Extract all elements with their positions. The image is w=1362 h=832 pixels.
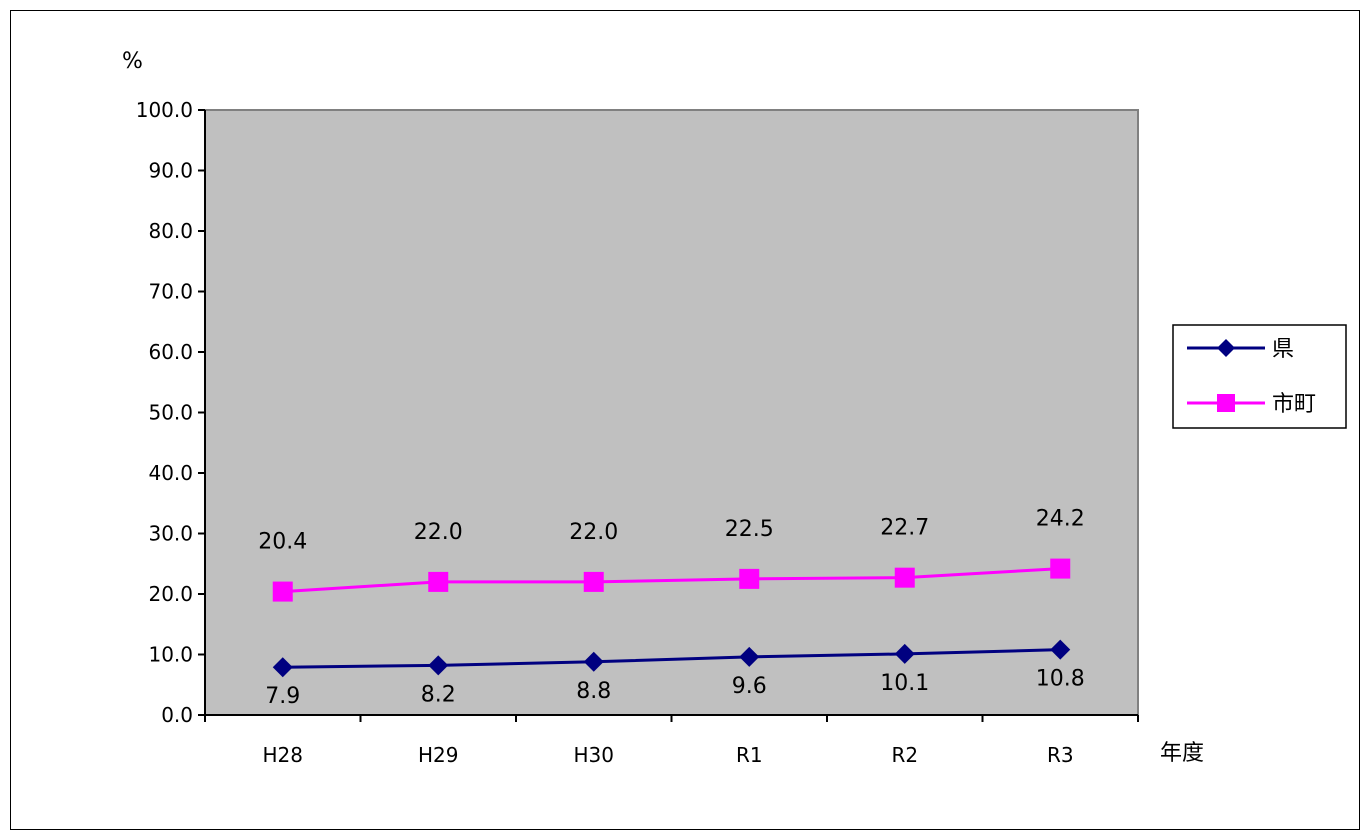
square-marker [739,568,760,589]
y-tick-label: 80.0 [148,219,193,243]
square-marker [894,567,915,588]
diamond-marker [428,655,449,676]
legend-diamond-marker [1217,339,1235,357]
x-tick-label: R3 [1047,743,1074,767]
series-line-2 [282,567,1061,594]
y-tick-labels: 0.0 10.0 20.0 30.0 40.0 50.0 60.0 70.0 80.0 90.0 1… [136,98,193,727]
data-label: 9.6 [732,674,767,699]
square-marker [1050,558,1071,579]
legend-square-marker [1217,394,1235,412]
y-tick-label: 0.0 [161,703,193,727]
y-axis-unit-label: % [122,49,143,74]
diamond-marker [1050,639,1071,660]
x-tick-labels: H28 H29 H30 R1 R2 R3 [263,743,1074,767]
legend: 県 市町 [1172,324,1347,429]
data-label: 22.5 [725,517,774,542]
data-label: 24.2 [1036,507,1085,532]
data-label: 22.7 [880,516,929,541]
data-label: 10.8 [1036,667,1085,692]
y-tick-label: 30.0 [148,522,193,546]
legend-label-series-1: 県 [1272,337,1294,362]
x-tick-label: R1 [736,743,763,767]
y-tick-label: 50.0 [148,401,193,425]
data-label: 8.2 [421,682,456,707]
data-label: 8.8 [576,679,611,704]
legend-box [1172,324,1347,429]
axes [198,109,1139,722]
legend-label-series-2: 市町 [1272,392,1316,417]
x-tick-label: H30 [574,743,615,767]
series-markers [272,558,1071,678]
x-tick-label: R2 [891,743,918,767]
diamond-marker [583,651,604,672]
square-marker [428,571,449,592]
y-tick-label: 90.0 [148,159,193,183]
y-tick-label: 40.0 [148,461,193,485]
data-labels: 7.9 8.2 8.8 9.6 10.1 10.8 20.4 22.0 22.0 22.5 22.7… [258,507,1084,710]
y-tick-label: 70.0 [148,280,193,304]
y-tick-label: 10.0 [148,643,193,667]
diamond-marker [739,646,760,667]
y-tick-label: 20.0 [148,582,193,606]
data-label: 22.0 [414,520,463,545]
plot-area [204,109,1139,716]
series-lines [282,567,1061,669]
square-marker [583,571,604,592]
x-tick-label: H28 [263,743,304,767]
diamond-marker [272,657,293,678]
square-marker [272,581,293,602]
series-line-1 [282,648,1061,669]
data-label: 22.0 [569,520,618,545]
x-tick-label: H29 [418,743,459,767]
y-tick-label: 60.0 [148,340,193,364]
data-label: 20.4 [258,530,307,555]
diamond-marker [894,643,915,664]
y-tick-label: 100.0 [136,98,193,122]
data-label: 10.1 [880,671,929,696]
data-label: 7.9 [265,684,300,709]
x-axis-title: 年度 [1160,741,1204,766]
